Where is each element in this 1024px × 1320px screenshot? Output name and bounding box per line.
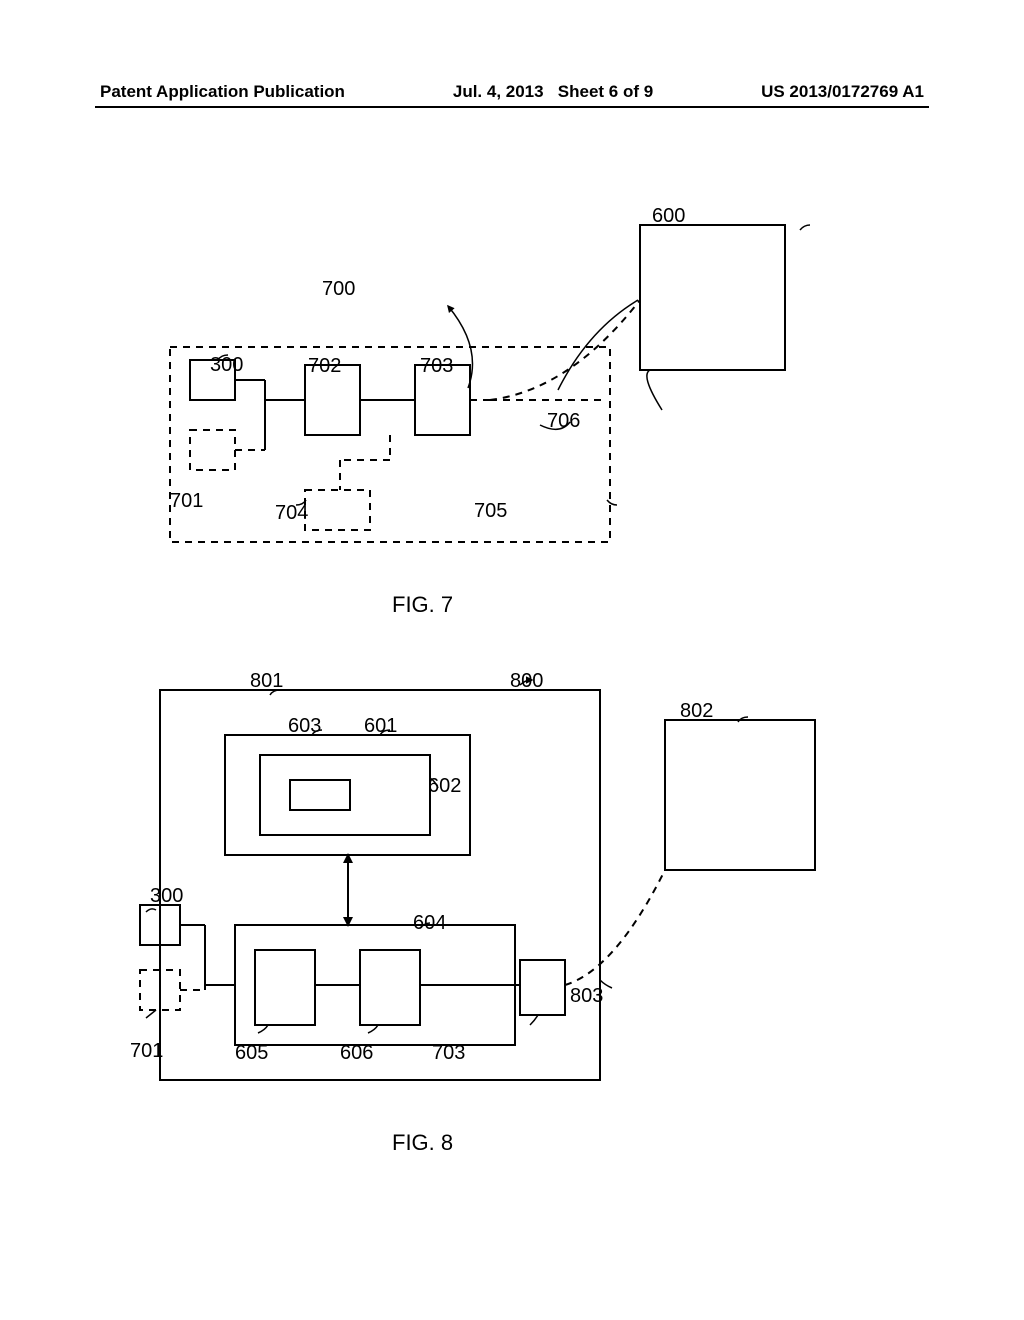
header: Patent Application Publication Jul. 4, 2… xyxy=(0,82,1024,102)
ref-701: 701 xyxy=(170,490,203,513)
page: Patent Application Publication Jul. 4, 2… xyxy=(0,0,1024,1320)
ref-602: 602 xyxy=(428,775,461,798)
ref-700: 700 xyxy=(322,278,355,301)
ref-800: 800 xyxy=(510,670,543,693)
ref-601: 601 xyxy=(364,715,397,738)
ref-300: 300 xyxy=(210,354,243,377)
ref-705: 705 xyxy=(474,500,507,523)
ref-701: 701 xyxy=(130,1040,163,1063)
ref-702: 702 xyxy=(308,355,341,378)
header-rule xyxy=(95,106,929,108)
diagram-fig8 xyxy=(120,650,880,1100)
fig7-caption: FIG. 7 xyxy=(392,592,453,618)
ref-703: 703 xyxy=(420,355,453,378)
ref-604: 604 xyxy=(413,912,446,935)
diagram-fig7 xyxy=(150,200,850,580)
date-sheet: Jul. 4, 2013 Sheet 6 of 9 xyxy=(453,82,653,102)
ref-706: 706 xyxy=(547,410,580,433)
ref-703: 703 xyxy=(432,1042,465,1065)
ref-803: 803 xyxy=(570,985,603,1008)
fig8-caption: FIG. 8 xyxy=(392,1130,453,1156)
ref-600: 600 xyxy=(652,205,685,228)
pub-type: Patent Application Publication xyxy=(100,82,345,102)
ref-801: 801 xyxy=(250,670,283,693)
ref-603: 603 xyxy=(288,715,321,738)
ref-606: 606 xyxy=(340,1042,373,1065)
pub-number: US 2013/0172769 A1 xyxy=(761,82,924,102)
ref-704: 704 xyxy=(275,502,308,525)
ref-802: 802 xyxy=(680,700,713,723)
ref-605: 605 xyxy=(235,1042,268,1065)
ref-300: 300 xyxy=(150,885,183,908)
